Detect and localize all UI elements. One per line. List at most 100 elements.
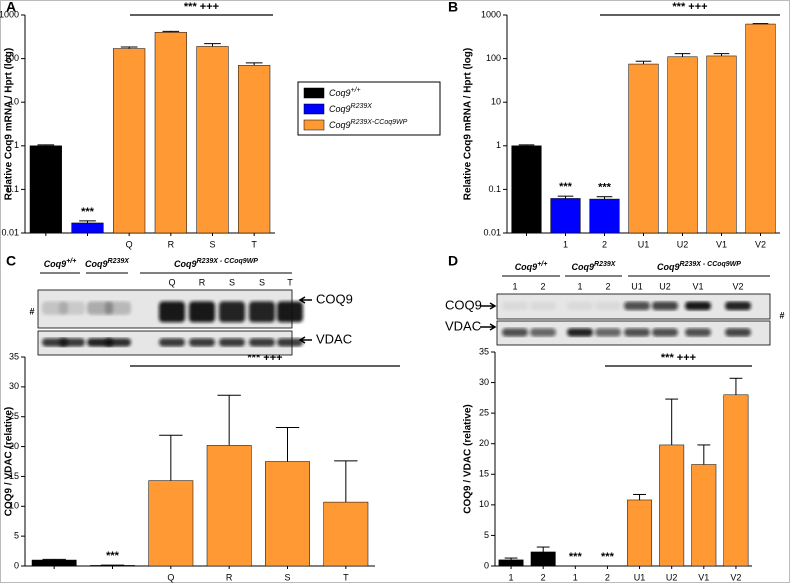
- significance-label: ***: [601, 551, 615, 563]
- bar: [29, 145, 62, 234]
- x-tick-label: R: [226, 572, 233, 582]
- legend-entry-sup: R239X-CCoq9WP: [351, 119, 408, 126]
- bar: [31, 559, 77, 567]
- significance-label: ***: [559, 181, 573, 193]
- x-tick-label: U2: [677, 239, 689, 249]
- y-tick-label: 100: [4, 53, 19, 63]
- lane-label: 1: [577, 281, 582, 291]
- group-label-sup: R239X: [108, 258, 131, 265]
- y-tick-label: 10: [9, 501, 19, 511]
- blot-band: [685, 328, 711, 337]
- y-tick-label: 5: [14, 531, 19, 541]
- x-tick-label: V2: [730, 572, 741, 582]
- y-tick-label: 100: [486, 53, 501, 63]
- y-tick-label: 25: [479, 408, 489, 418]
- band-arrow: [298, 296, 312, 304]
- bar: [206, 445, 252, 567]
- lane-label: Q: [168, 277, 175, 287]
- band-arrow: [298, 336, 312, 344]
- y-tick-label: 10: [9, 97, 19, 107]
- legend-entry-sup: R239X: [351, 103, 373, 110]
- bar: [148, 480, 194, 567]
- band-arrow: [480, 323, 497, 331]
- blot-band: [105, 338, 131, 347]
- bar: [745, 23, 776, 234]
- x-tick-label: 2: [605, 572, 610, 582]
- x-tick-label: V1: [698, 572, 709, 582]
- blot-band: [159, 301, 185, 323]
- x-tick-label: T: [251, 239, 257, 249]
- y-axis-label: COQ9 / VDAC (relative): [463, 404, 474, 513]
- x-tick-label: V2: [755, 239, 766, 249]
- y-tick-label: 15: [479, 469, 489, 479]
- panel-label: B: [448, 0, 458, 15]
- x-tick-label: 1: [573, 572, 578, 582]
- group-label: Coq9R239X: [572, 261, 617, 273]
- bar: [71, 222, 104, 234]
- group-label-base: Coq9: [44, 259, 67, 269]
- y-tick-label: 10: [479, 499, 489, 509]
- blot-band: [624, 328, 650, 337]
- blot-band: [219, 301, 245, 323]
- bar: [113, 48, 146, 234]
- legend-entry: Coq9R239X: [329, 103, 372, 115]
- blot-marker: #: [779, 310, 784, 320]
- blot-band: [59, 301, 85, 315]
- lane-label: V2: [732, 281, 743, 291]
- lane-label: R: [199, 277, 206, 287]
- blot-band: [219, 338, 245, 347]
- group-label-sup: +/+: [537, 261, 547, 268]
- panel-label: D: [448, 253, 458, 269]
- y-tick-label: 0.1: [488, 184, 501, 194]
- x-tick-label: Q: [167, 572, 174, 582]
- y-tick-label: 1000: [0, 9, 19, 19]
- blot-band: [249, 301, 275, 323]
- blot-band: [685, 301, 711, 311]
- y-tick-label: 25: [9, 411, 19, 421]
- x-tick-label: Q: [126, 239, 133, 249]
- legend-swatch: [303, 87, 325, 99]
- y-tick-label: 1: [14, 140, 19, 150]
- lane-label: V1: [692, 281, 703, 291]
- blot-band: [502, 301, 528, 311]
- bar: [659, 444, 685, 567]
- lane-label: U2: [659, 281, 671, 291]
- group-label-base: Coq9: [572, 262, 595, 272]
- blot-band: [530, 301, 556, 311]
- group-label-sup: R239X - CCoq9WP: [197, 258, 259, 265]
- blot-band: [59, 338, 85, 347]
- group-label-base: Coq9: [515, 262, 538, 272]
- bar: [550, 198, 581, 234]
- blot-band: [159, 338, 185, 347]
- y-tick-label: 1: [496, 140, 501, 150]
- legend-swatch: [303, 119, 325, 131]
- bar: [530, 551, 556, 567]
- blot-band: [595, 301, 621, 311]
- y-axis-label: Relative Coq9 mRNA / Hprt (log): [463, 48, 474, 200]
- bar: [238, 65, 271, 234]
- significance-label: ***: [106, 550, 120, 562]
- x-tick-label: V1: [716, 239, 727, 249]
- lane-label: 2: [540, 281, 545, 291]
- y-tick-label: 10: [491, 97, 501, 107]
- bar: [691, 464, 717, 567]
- blot-band: [725, 328, 751, 337]
- bar: [723, 394, 749, 567]
- blot-band: [725, 301, 751, 311]
- x-tick-label: 2: [541, 572, 546, 582]
- blot-band: [567, 328, 593, 337]
- blot-marker: #: [29, 306, 34, 316]
- lane-label: U1: [631, 281, 643, 291]
- x-tick-label: S: [209, 239, 215, 249]
- bar: [627, 499, 653, 567]
- legend-entry: Coq9R239X-CCoq9WP: [329, 119, 408, 131]
- y-tick-label: 5: [484, 530, 489, 540]
- legend-entry-base: Coq9: [329, 120, 351, 130]
- blot-band: [595, 328, 621, 337]
- y-tick-label: 15: [9, 471, 19, 481]
- x-tick-label: 2: [602, 239, 607, 249]
- group-label: Coq9R239X - CCoq9WP: [174, 258, 258, 270]
- bracket-label: *** +++: [672, 1, 707, 13]
- x-tick-label: U1: [638, 239, 650, 249]
